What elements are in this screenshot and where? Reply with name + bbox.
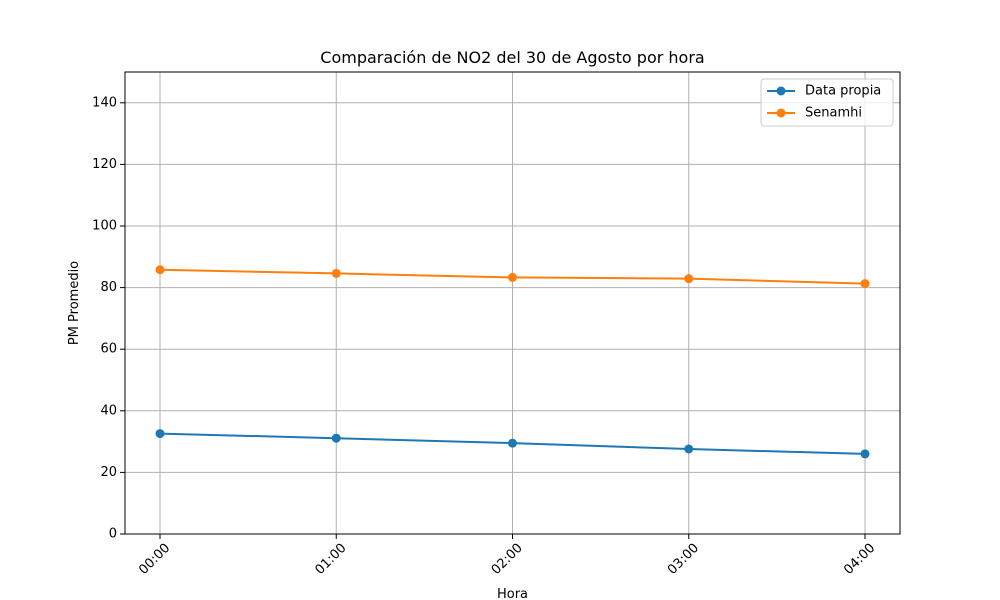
data-point — [155, 265, 165, 275]
y-tick-label: 80 — [100, 280, 117, 295]
legend-marker — [776, 86, 786, 96]
y-tick-label: 100 — [92, 219, 117, 234]
data-point — [331, 433, 341, 443]
y-tick-label: 120 — [92, 157, 117, 172]
data-point — [331, 268, 341, 278]
grid — [125, 72, 900, 535]
data-point — [508, 438, 517, 448]
data-point — [155, 429, 165, 439]
legend-marker — [776, 108, 786, 118]
data-point — [684, 274, 694, 284]
y-axis-title: PM Promedio — [67, 261, 82, 345]
y-tick-label: 0 — [109, 527, 117, 542]
data-point — [860, 279, 870, 289]
legend-label: Data propia — [805, 84, 881, 99]
x-axis-title: Hora — [497, 587, 528, 600]
data-point — [860, 449, 870, 459]
legend-label: Senamhi — [805, 106, 862, 121]
y-tick-label: 140 — [92, 95, 117, 110]
series-layer — [155, 265, 870, 459]
legend: Data propia Senamhi — [760, 78, 894, 127]
y-tick-label: 60 — [100, 342, 117, 357]
y-tick-label: 20 — [100, 465, 117, 480]
chart-title: Comparación de NO2 del 30 de Agosto por … — [320, 48, 704, 67]
data-point — [684, 444, 694, 454]
y-tick-label: 40 — [100, 403, 117, 418]
data-point — [508, 272, 517, 282]
